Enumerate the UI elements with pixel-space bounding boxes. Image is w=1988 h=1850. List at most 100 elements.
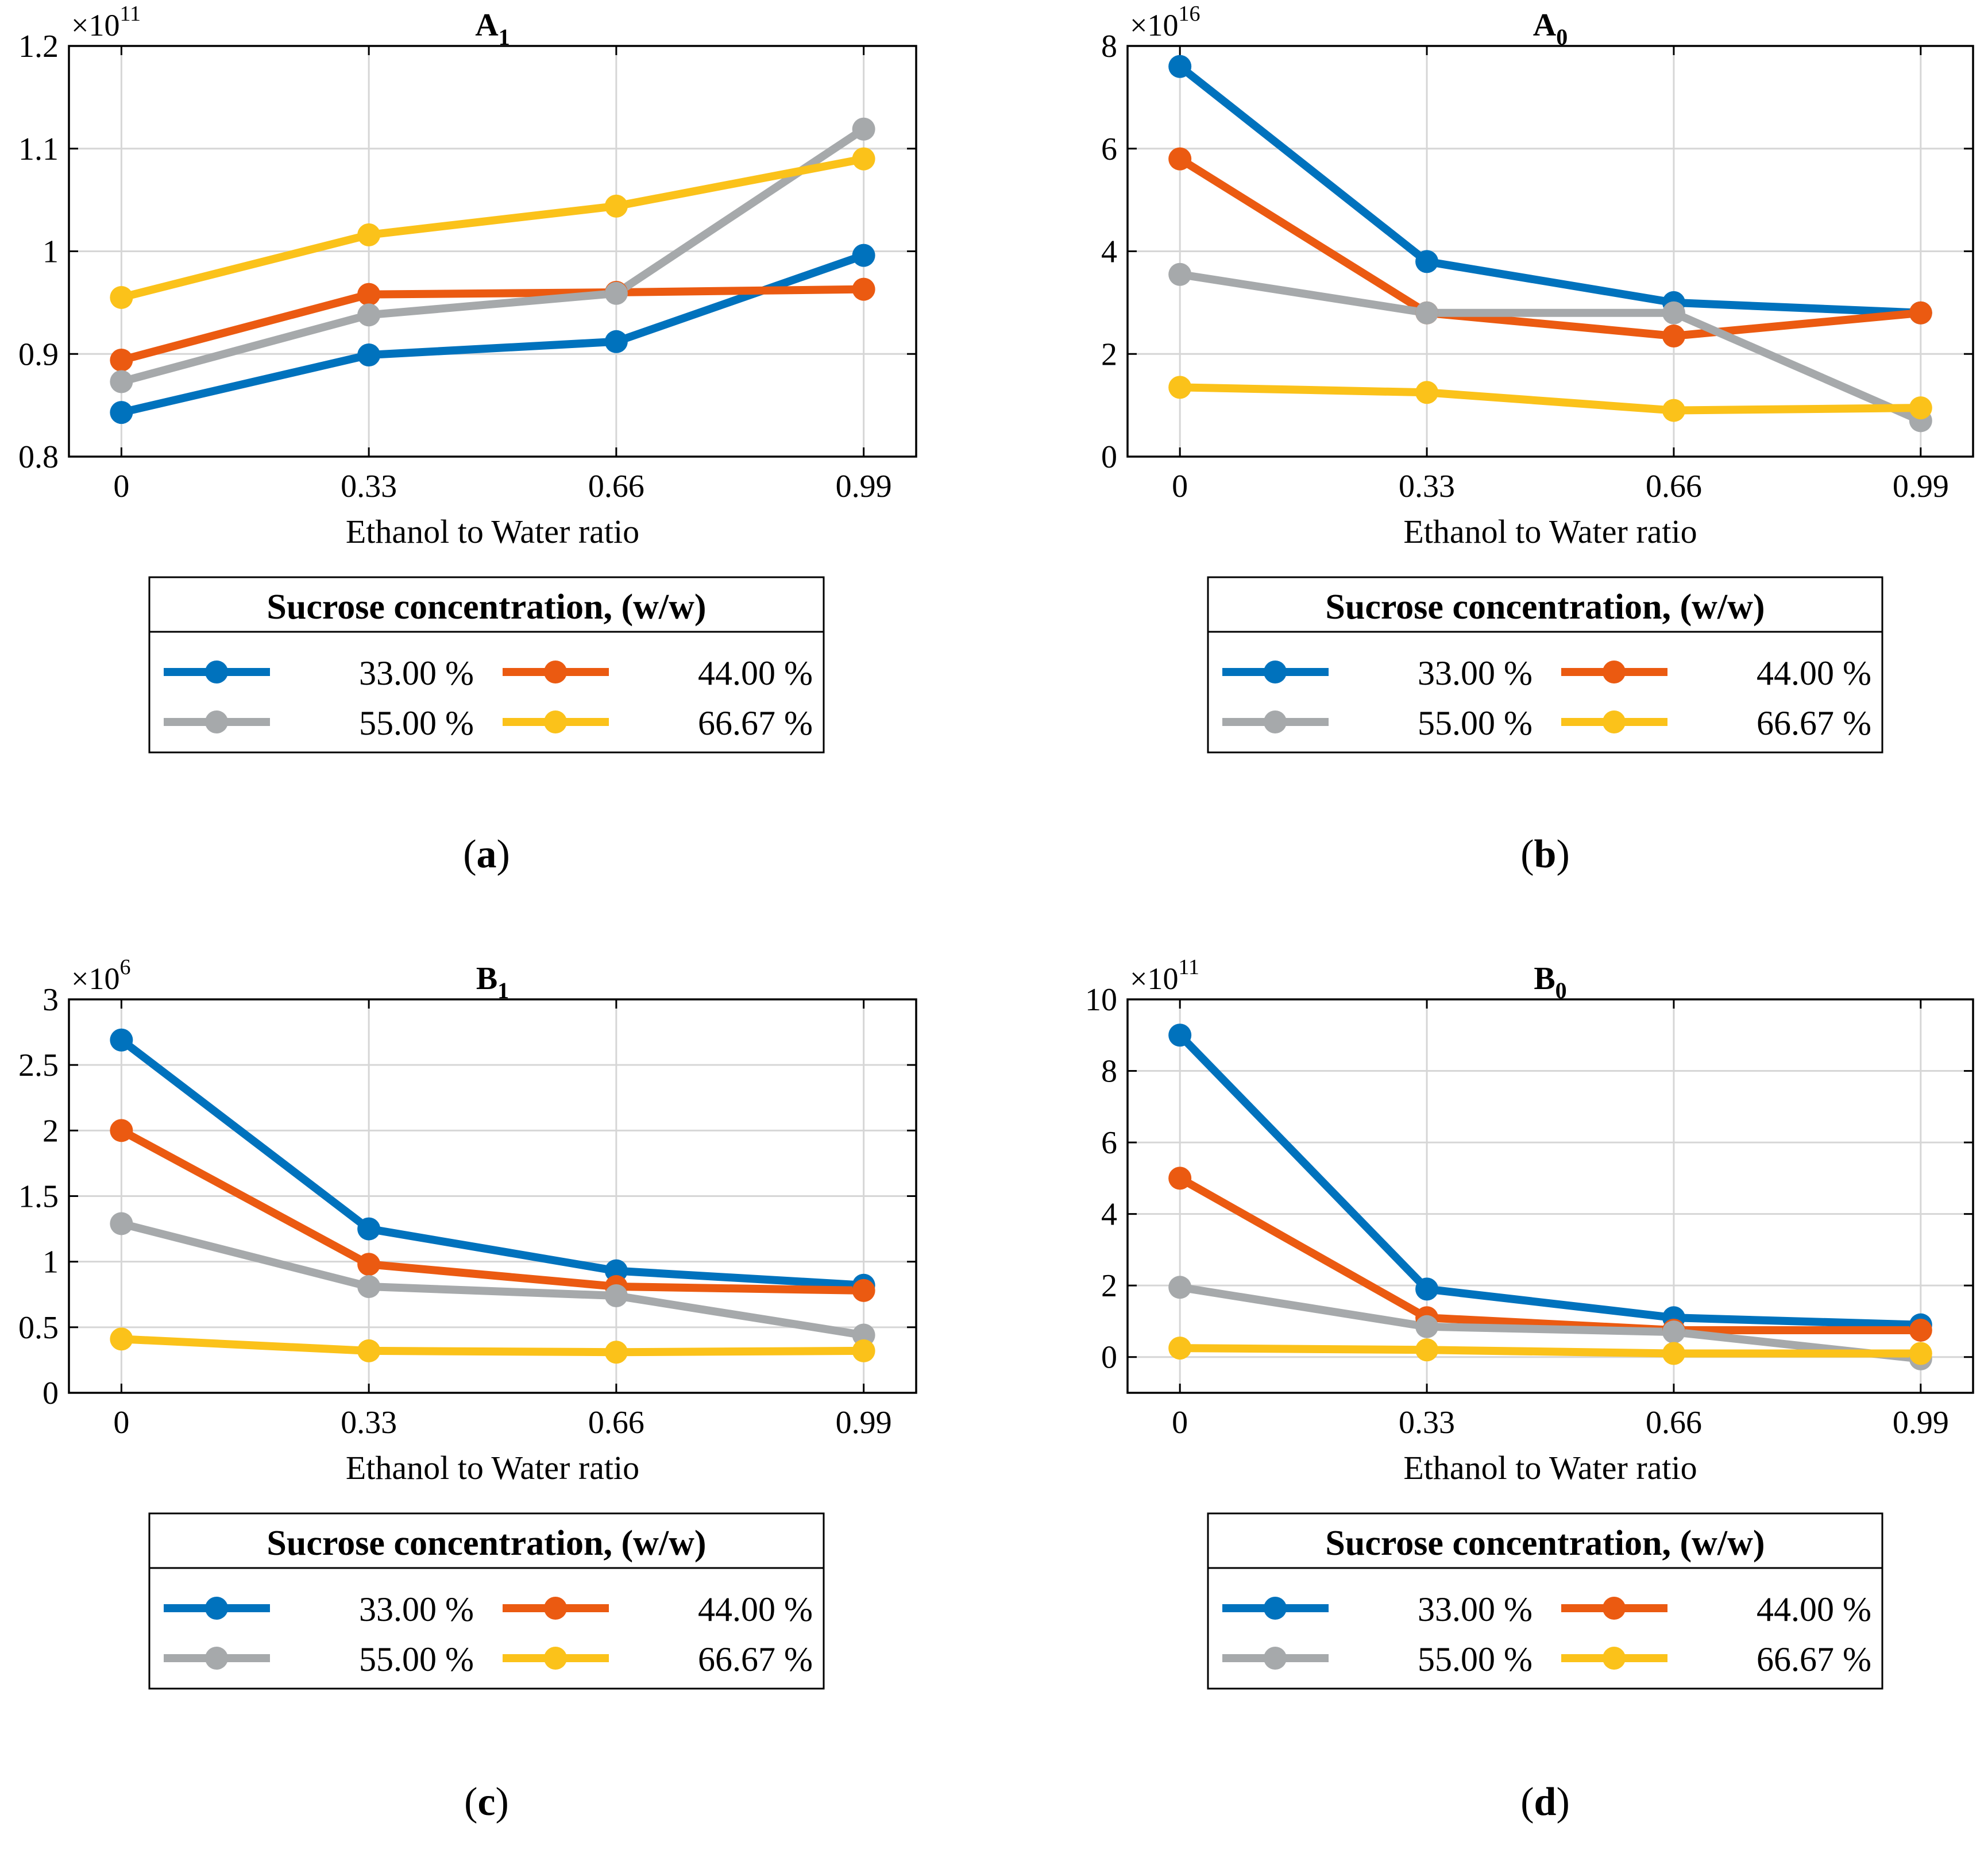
legend-title: Sucrose concentration, (w/w): [1325, 588, 1765, 627]
series-line-3: [1180, 1344, 1921, 1358]
legend-swatch-marker: [205, 1597, 228, 1620]
y-exponent-label: ×1016: [1130, 2, 1200, 43]
panel-label: (a): [463, 832, 510, 876]
series-line-1: [1178, 155, 1921, 340]
data-point: [604, 1284, 628, 1308]
data-point: [357, 343, 381, 367]
x-axis-label: Ethanol to Water ratio: [346, 513, 639, 550]
y-tick-label: 4: [1101, 1197, 1117, 1233]
data-point: [852, 117, 875, 141]
y-tick-label: 0: [1101, 1340, 1117, 1376]
legend-entry-label: 66.67 %: [698, 1640, 813, 1678]
data-point: [604, 1341, 628, 1364]
panel-title-base: B: [1534, 961, 1555, 997]
series-line-0: [1177, 63, 1921, 317]
data-point: [1415, 301, 1439, 325]
legend-swatch-marker: [544, 1597, 567, 1620]
chart-panel-a: 0 0.33 0.66 0.990.80.911.11.2×1011 A1Ethanol…: [18, 2, 917, 876]
legend-swatch-marker: [205, 710, 228, 733]
legend-title: Sucrose concentration, (w/w): [1325, 1524, 1765, 1563]
legend-swatch-marker: [1603, 1597, 1626, 1620]
data-point: [357, 283, 381, 306]
y-exponent-power: 6: [119, 955, 130, 979]
y-exponent-power: 11: [119, 2, 141, 26]
legend-entry-label: 44.00 %: [1757, 1590, 1871, 1628]
data-point: [1662, 1320, 1685, 1344]
y-tick-label: 1.5: [18, 1179, 59, 1215]
data-point: [852, 1279, 875, 1302]
legend-title: Sucrose concentration, (w/w): [267, 588, 706, 627]
panel-title-base: A: [1533, 7, 1557, 43]
series-line-0: [1177, 1032, 1921, 1329]
y-tick-label: 0.9: [18, 337, 59, 372]
panel-title-subscript: 1: [497, 978, 509, 1003]
legend-entry-label: 33.00 %: [1418, 654, 1533, 692]
x-tick-label: 0.66: [1646, 469, 1702, 504]
y-tick-label: 4: [1101, 234, 1117, 270]
panel-label-letter: d: [1534, 1780, 1557, 1824]
data-point: [852, 244, 875, 267]
y-tick-label: 2: [43, 1113, 59, 1149]
x-tick-label: 0.66: [1646, 1405, 1702, 1440]
legend-swatch-marker: [1264, 1597, 1287, 1620]
legend-entry-label: 66.67 %: [698, 704, 813, 742]
data-point: [110, 285, 133, 309]
y-tick-label: 0: [1101, 439, 1117, 475]
panel-label-close-paren: ): [497, 832, 510, 876]
legend-entry-label: 55.00 %: [1418, 704, 1533, 742]
panel-title-subscript: 0: [1556, 24, 1568, 50]
data-point: [1909, 301, 1932, 325]
data-point: [1662, 324, 1685, 347]
panel-title: A1: [475, 7, 509, 50]
legend-swatch-marker: [544, 710, 567, 733]
data-point: [110, 348, 133, 372]
data-point: [1168, 262, 1192, 286]
data-point: [604, 1259, 628, 1283]
x-tick-label: 0: [113, 469, 129, 504]
data-point: [110, 401, 133, 424]
y-exponent-power: 11: [1178, 955, 1199, 979]
legend-swatch-marker: [1603, 661, 1626, 683]
panel-label-letter: a: [477, 832, 497, 876]
data-point: [604, 194, 628, 218]
panel-label: (b): [1520, 832, 1570, 876]
legend-entry-label: 44.00 %: [698, 1590, 813, 1628]
data-point: [1662, 301, 1685, 325]
data-point: [357, 1339, 381, 1362]
series-line-1: [1178, 1175, 1921, 1335]
legend-swatch-marker: [1603, 1647, 1626, 1670]
legend-swatch-marker: [205, 1647, 228, 1670]
data-point: [852, 1323, 875, 1347]
series-line-0: [119, 1037, 864, 1289]
series-line-2: [120, 125, 866, 386]
legend-entry-label: 33.00 %: [359, 1590, 474, 1628]
panel-label-close-paren: ): [1556, 832, 1569, 876]
panel-label-letter: c: [477, 1780, 495, 1824]
y-tick-label: 0.5: [18, 1310, 59, 1346]
panel-title: A0: [1533, 7, 1568, 50]
data-point: [1415, 381, 1439, 404]
y-tick-label: 8: [1101, 1054, 1117, 1090]
legend-swatch-marker: [1264, 710, 1287, 733]
panel-label-open-paren: (: [464, 1780, 477, 1824]
legend-entry-label: 44.00 %: [698, 654, 813, 692]
legend-swatch-marker: [1603, 710, 1626, 733]
y-exponent-base: ×10: [71, 961, 119, 996]
y-tick-label: 2: [1101, 1268, 1117, 1304]
series-line-3: [121, 1335, 864, 1357]
data-point: [110, 1327, 133, 1351]
data-point: [1168, 1024, 1192, 1047]
y-tick-label: 1: [43, 234, 59, 270]
data-point: [1168, 1337, 1192, 1360]
legend-entry-label: 55.00 %: [359, 704, 474, 742]
data-point: [110, 1212, 133, 1235]
series-line-1: [120, 285, 864, 364]
data-point: [1909, 1319, 1932, 1342]
y-tick-label: 6: [1101, 132, 1117, 167]
y-tick-label: 1: [43, 1245, 59, 1280]
panel-title: B0: [1534, 961, 1566, 1003]
data-point: [1415, 1277, 1439, 1301]
legend-entry-label: 33.00 %: [1418, 1590, 1533, 1628]
